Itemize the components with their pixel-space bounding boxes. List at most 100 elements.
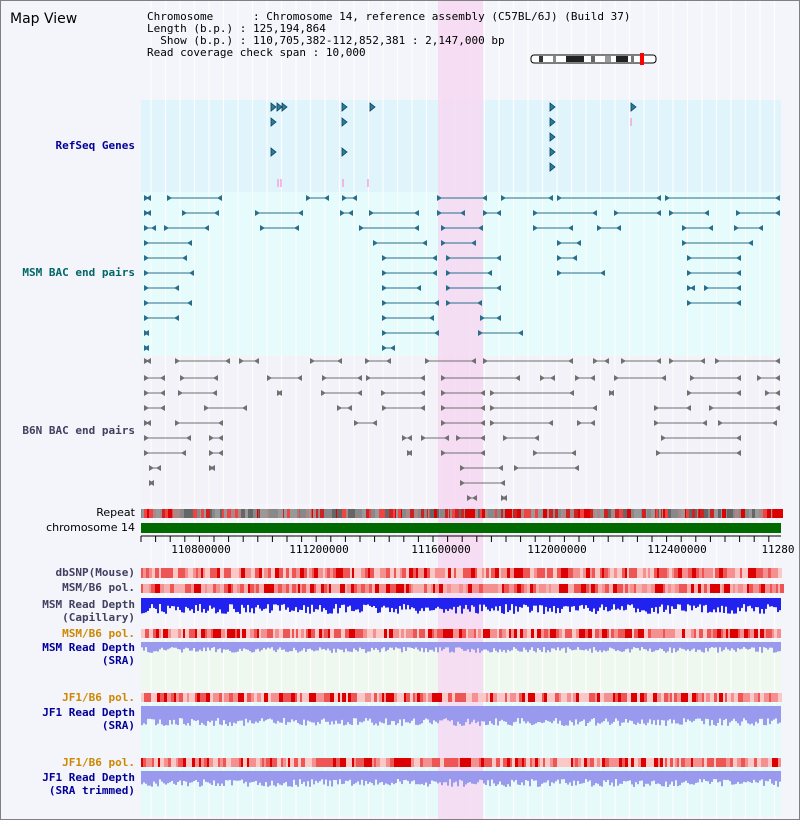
repeat-block: [173, 509, 177, 518]
polymorphism-cell: [292, 629, 294, 638]
depth-bar-msm-sra: [147, 642, 149, 653]
polymorphism-cell: [468, 629, 472, 638]
polymorphism-cell: [623, 584, 625, 593]
repeat-block: [231, 509, 235, 518]
track-label-refseq[interactable]: RefSeq Genes: [55, 139, 135, 152]
b6n-pair-end: [160, 375, 165, 381]
depth-bar-msm-sra: [311, 642, 313, 651]
depth-bar-msm-sra: [453, 642, 455, 653]
polymorphism-cell: [702, 568, 704, 578]
polymorphism-cell: [541, 629, 544, 638]
polymorphism-cell: [591, 584, 595, 593]
track-label-jf1-b6-pol[interactable]: JF1/B6 pol.: [62, 691, 135, 704]
msm-pair-end: [204, 225, 209, 231]
polymorphism-cell: [768, 568, 771, 578]
msm-pair-end: [482, 195, 487, 201]
depth-bar-jf1-trimmed: [729, 771, 731, 782]
depth-bar-jf1-sra: [473, 706, 475, 720]
b6n-pair-end: [321, 390, 326, 396]
b6n-pair-end: [209, 450, 214, 456]
depth-bar-msm-sra: [445, 642, 447, 648]
polymorphism-cell: [731, 568, 735, 578]
repeat-block: [642, 509, 646, 518]
track-label-msm-depth-capillary[interactable]: MSM Read Depth: [42, 598, 135, 611]
repeat-block: [382, 509, 385, 518]
depth-bar-jf1-sra: [723, 706, 725, 721]
b6n-pair-end: [590, 375, 595, 381]
polymorphism-cell: [607, 629, 609, 638]
polymorphism-cell: [158, 584, 160, 593]
depth-bar-msm-sra: [479, 642, 481, 653]
depth-bar-msm-sra: [205, 642, 207, 652]
track-label-jf1-depth-trimmed[interactable]: JF1 Read Depth: [42, 771, 135, 784]
depth-bar-jf1-trimmed: [425, 771, 427, 783]
track-label-b6n-bac[interactable]: B6N BAC end pairs: [22, 424, 135, 437]
depth-bar-msm-sra: [521, 642, 523, 652]
polymorphism-cell: [209, 758, 213, 767]
depth-bar-capillary: [211, 598, 213, 609]
depth-bar-jf1-trimmed: [187, 771, 189, 787]
polymorphism-cell: [330, 693, 334, 702]
depth-bar-jf1-trimmed: [409, 771, 411, 784]
depth-bar-jf1-sra: [713, 706, 715, 725]
ideogram-band: [591, 56, 595, 62]
polymorphism-cell: [417, 758, 420, 767]
depth-bar-jf1-sra: [329, 706, 331, 725]
depth-bar-jf1-trimmed: [521, 771, 523, 783]
depth-bar-jf1-sra: [775, 706, 777, 719]
polymorphism-cell: [372, 758, 374, 767]
repeat-block: [337, 509, 341, 518]
polymorphism-cell: [499, 693, 502, 702]
depth-bar-capillary: [665, 598, 667, 610]
depth-bar-capillary: [185, 598, 187, 607]
polymorphism-cell: [547, 568, 551, 578]
depth-bar-jf1-sra: [507, 706, 509, 725]
depth-bar-capillary: [607, 598, 609, 612]
depth-bar-capillary: [149, 598, 151, 609]
repeat-block: [623, 509, 627, 518]
depth-bar-jf1-sra: [457, 706, 459, 722]
polymorphism-cell: [394, 693, 397, 702]
depth-bar-jf1-trimmed: [173, 771, 175, 784]
track-label-dbsnp[interactable]: dbSNP(Mouse): [55, 566, 135, 579]
depth-bar-jf1-trimmed: [673, 771, 675, 787]
polymorphism-cell: [170, 584, 172, 593]
repeat-block: [369, 509, 371, 518]
msm-pair-end: [736, 255, 741, 261]
polymorphism-cell: [763, 568, 765, 578]
depth-bar-jf1-trimmed: [611, 771, 613, 783]
depth-bar-msm-sra: [581, 642, 583, 651]
depth-bar-capillary: [697, 598, 699, 607]
track-label-msm-b6-pol[interactable]: MSM/B6 pol.: [62, 581, 135, 594]
polymorphism-cell: [220, 758, 223, 767]
track-label-chromosome[interactable]: chromosome 14: [46, 521, 135, 534]
track-label-msm-bac[interactable]: MSM BAC end pairs: [22, 266, 135, 279]
polymorphism-cell: [585, 629, 588, 638]
depth-bar-msm-sra: [409, 642, 411, 648]
depth-bar-msm-sra: [525, 642, 527, 650]
depth-bar-msm-sra: [625, 642, 627, 650]
depth-bar-jf1-sra: [755, 706, 757, 722]
track-label-msm-b6-pol-2[interactable]: MSM/B6 pol.: [62, 627, 135, 640]
track-label-jf1-depth-sra[interactable]: JF1 Read Depth: [42, 706, 135, 719]
repeat-block: [191, 509, 193, 518]
polymorphism-cell: [244, 693, 247, 702]
repeat-block: [440, 509, 444, 518]
depth-bar-jf1-trimmed: [217, 771, 219, 784]
depth-bar-jf1-trimmed: [547, 771, 549, 781]
polymorphism-cell: [573, 758, 575, 767]
depth-bar-jf1-trimmed: [313, 771, 315, 785]
depth-bar-jf1-trimmed: [539, 771, 541, 787]
depth-bar-jf1-sra: [375, 706, 377, 724]
polymorphism-cell: [691, 584, 694, 593]
polymorphism-cell: [419, 584, 422, 593]
polymorphism-cell: [387, 629, 389, 638]
track-label-repeat[interactable]: Repeat: [96, 506, 135, 519]
repeat-block: [752, 509, 755, 518]
track-label-jf1-b6-pol-2[interactable]: JF1/B6 pol.: [62, 756, 135, 769]
track-label-msm-depth-sra[interactable]: MSM Read Depth: [42, 641, 135, 654]
polymorphism-cell: [437, 629, 441, 638]
depth-bar-capillary: [557, 598, 559, 609]
depth-bar-capillary: [355, 598, 357, 610]
